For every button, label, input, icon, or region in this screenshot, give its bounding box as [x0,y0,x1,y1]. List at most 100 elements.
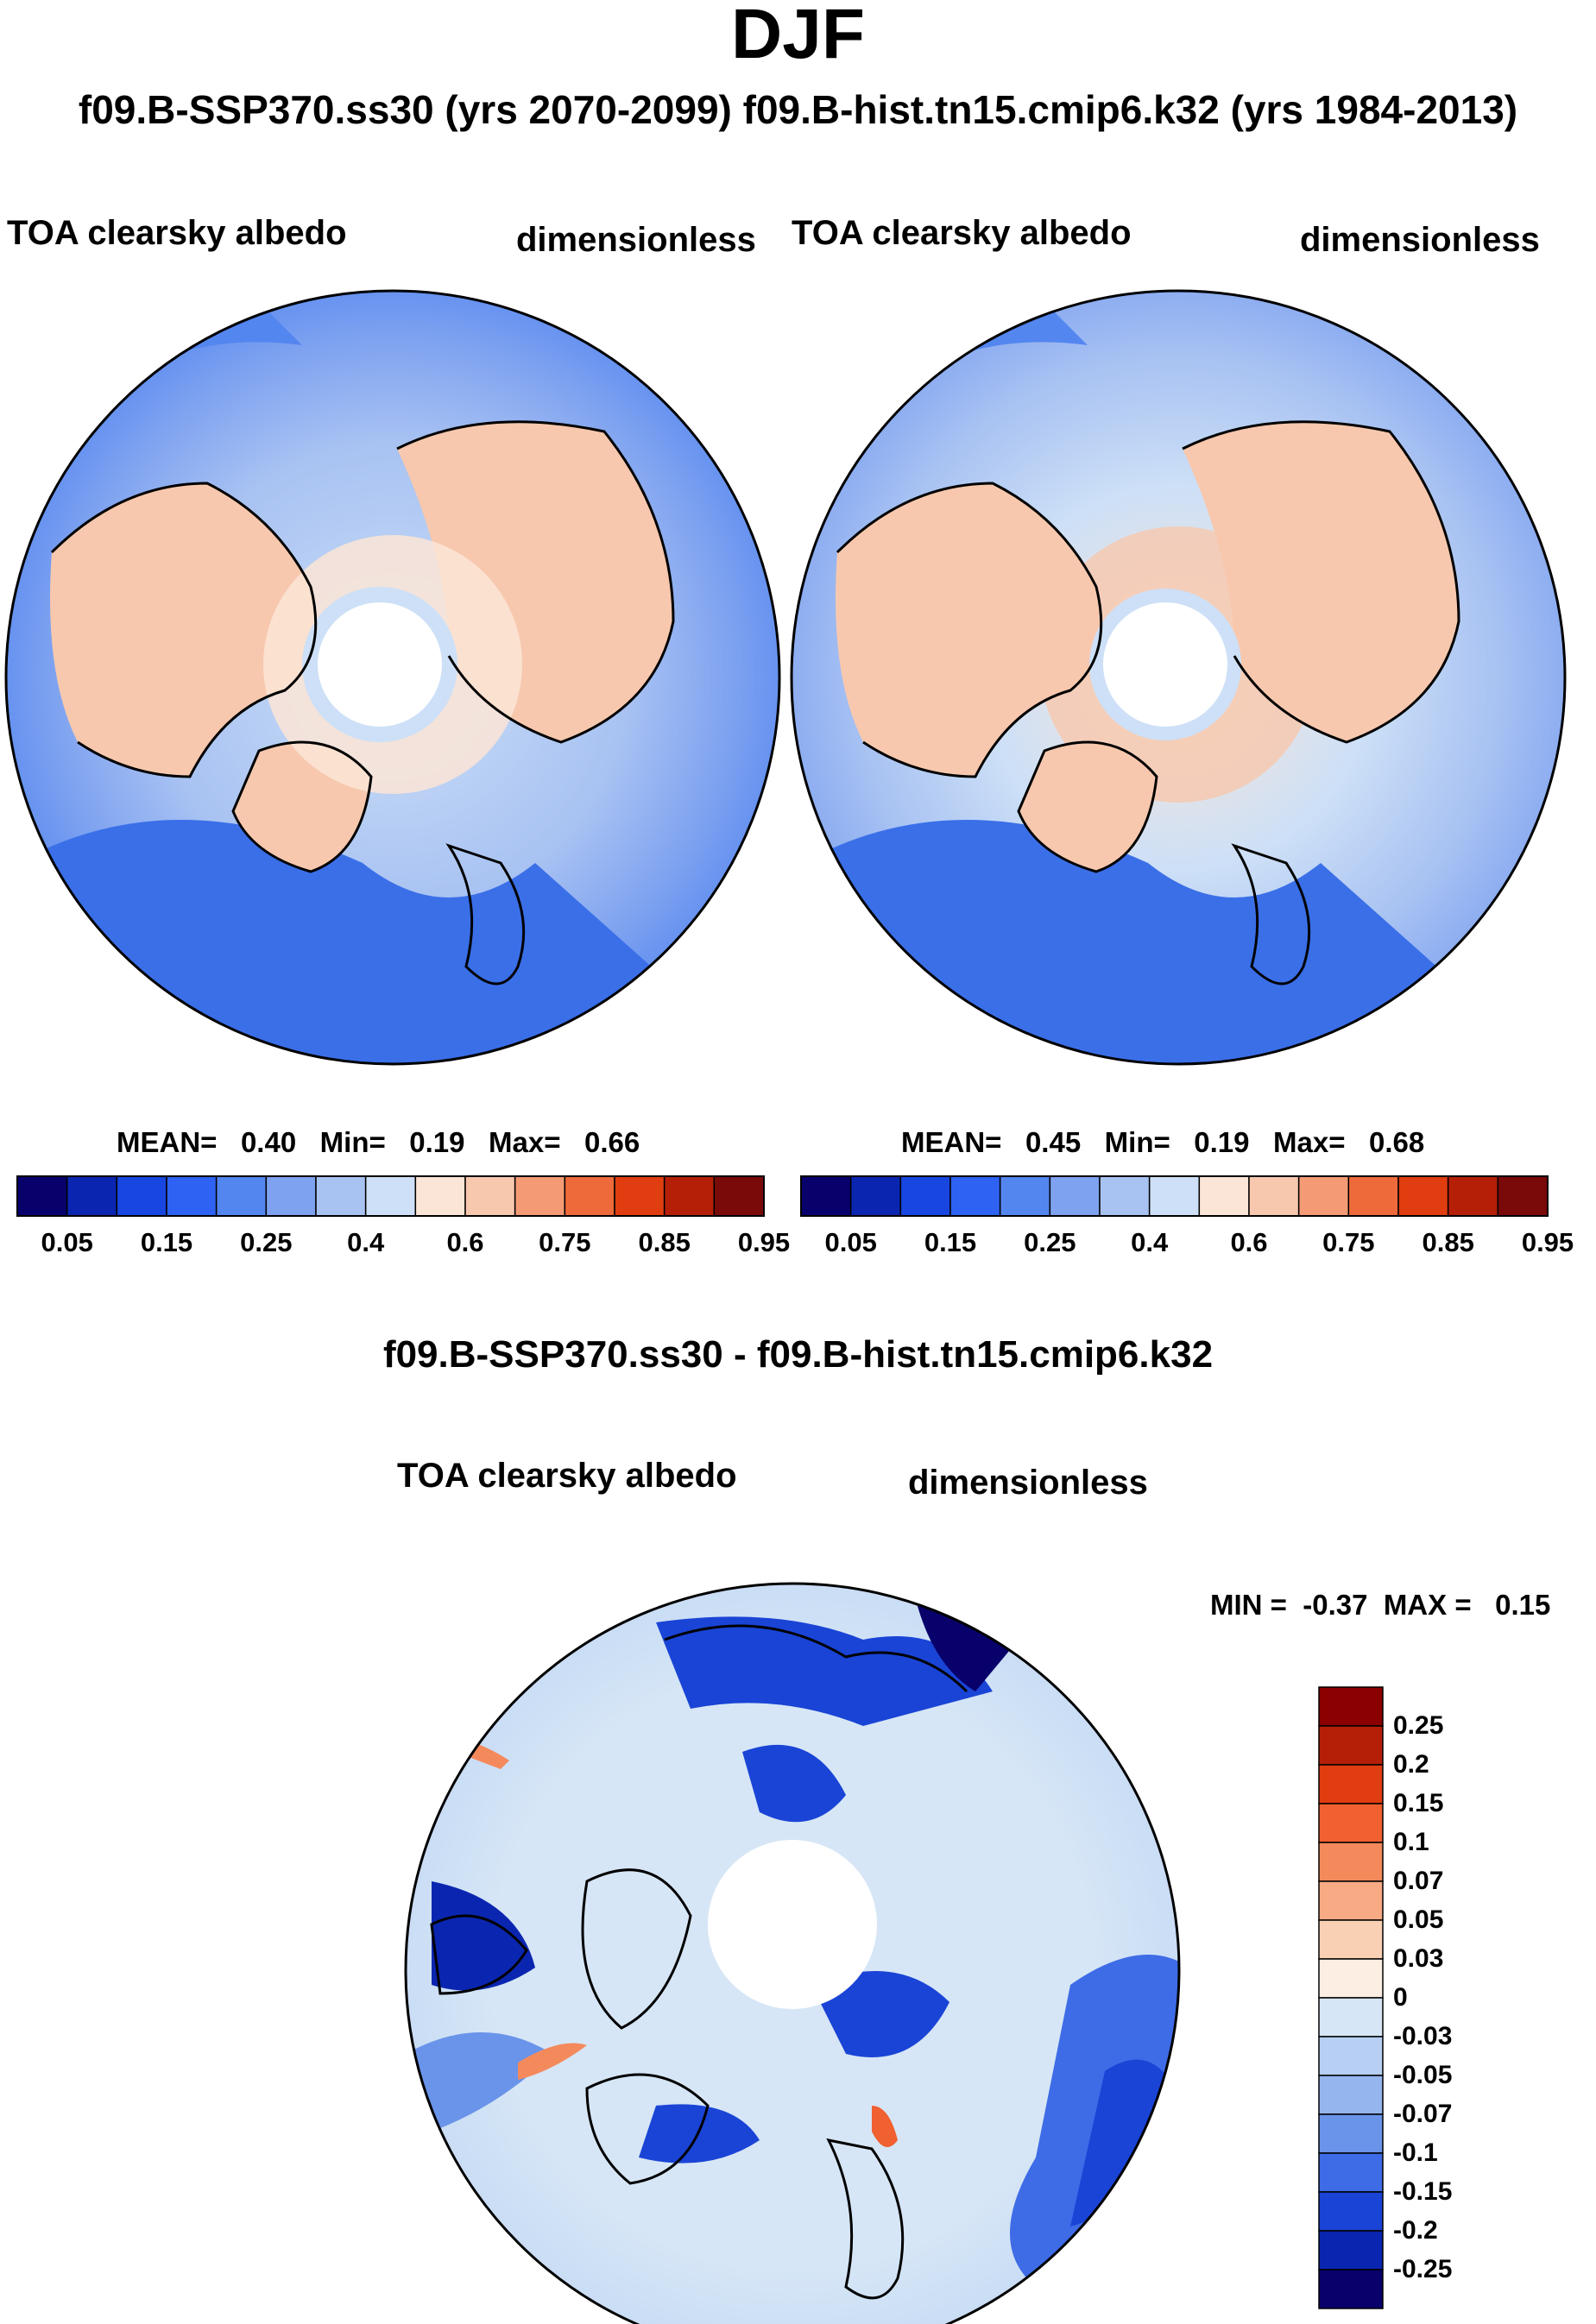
colorbar-tick-label: 0.15 [1393,1789,1444,1817]
right-panel-variable: TOA clearsky albedo [792,214,1132,252]
colorbar-tick-label: 0.1 [1393,1828,1429,1856]
colorbar-tick-label: 0.25 [240,1227,293,1257]
diff-map [406,1584,1179,2324]
diff-panel-stats: MIN = -0.37 MAX = 0.15 [1210,1589,1551,1621]
colorbar-swatch [514,1175,566,1217]
right-polar-hole [1103,602,1227,727]
colorbar-swatch [1318,2152,1384,2193]
colorbar-swatch [1318,2191,1384,2232]
colorbar-swatch [1318,1880,1384,1921]
colorbar-swatch [1148,1175,1201,1217]
colorbar-tick-label: 0.95 [737,1227,791,1257]
colorbar-swatch [999,1175,1051,1217]
colorbar-swatch [1347,1175,1399,1217]
colorbar-swatch [166,1175,218,1217]
left-panel-units: dimensionless [516,221,756,259]
colorbar-tick-label: 0.4 [1131,1227,1169,1257]
diff-map-border [404,1582,1181,2324]
left-panel-variable: TOA clearsky albedo [7,214,347,252]
colorbar-swatch [1497,1175,1549,1217]
colorbar-swatch [1318,2113,1384,2154]
colorbar-swatch [1447,1175,1499,1217]
colorbar-tick-label: 0.07 [1393,1867,1444,1895]
colorbar-tick-label: 0.95 [1521,1227,1574,1257]
left-panel-stats: MEAN= 0.40 Min= 0.19 Max= 0.66 [117,1126,640,1158]
colorbar-swatch [1318,1997,1384,2037]
left-land-north-america [50,483,316,777]
colorbar-tick-label: 0.4 [347,1227,385,1257]
colorbar-swatch [1397,1175,1449,1217]
colorbar-swatch [899,1175,951,1217]
diff-colorbar [1318,1686,1384,2309]
colorbar-tick-label: 0.25 [1393,1711,1444,1740]
colorbar-outline [800,1175,1549,1217]
colorbar-tick-label: 0.6 [1230,1227,1268,1257]
colorbar-tick-label: 0.15 [924,1227,977,1257]
colorbar-swatch [564,1175,615,1217]
colorbar-tick-label: -0.05 [1393,2061,1453,2089]
colorbar-swatch [1318,1958,1384,1999]
colorbar-swatch [414,1175,466,1217]
colorbar-swatch [1318,1764,1384,1804]
left-map [6,291,779,1064]
colorbar-swatch [1318,1919,1384,1960]
colorbar-swatch [116,1175,167,1217]
colorbar-swatch [1318,2230,1384,2270]
colorbar-swatch [800,1175,852,1217]
colorbar-tick-label: 0.2 [1393,1750,1429,1779]
left-colorbar [16,1175,765,1217]
colorbar-tick-label: -0.03 [1393,2022,1453,2050]
colorbar-tick-label: 0.05 [41,1227,93,1257]
colorbar-swatch [364,1175,417,1217]
colorbar-swatch [849,1175,902,1217]
right-panel-stats: MEAN= 0.45 Min= 0.19 Max= 0.68 [901,1126,1425,1158]
colorbar-swatch [1049,1175,1101,1217]
colorbar-tick-label: -0.2 [1393,2216,1438,2245]
colorbar-tick-label: 0.03 [1393,1944,1444,1973]
colorbar-swatch [1318,2269,1384,2309]
colorbar-swatch [16,1175,68,1217]
colorbar-swatch [265,1175,317,1217]
colorbar-tick-label: -0.15 [1393,2177,1453,2206]
colorbar-swatch [663,1175,716,1217]
colorbar-swatch [1248,1175,1300,1217]
colorbar-tick-label: 0.75 [539,1227,591,1257]
colorbar-tick-label: -0.07 [1393,2100,1453,2128]
colorbar-swatch [713,1175,765,1217]
colorbar-tick-label: 0.75 [1322,1227,1375,1257]
colorbar-tick-label: 0.25 [1024,1227,1076,1257]
colorbar-tick-label: 0.05 [1393,1905,1444,1934]
colorbar-tick-label: -0.25 [1393,2255,1453,2283]
colorbar-swatch [215,1175,268,1217]
colorbar-tick-label: -0.1 [1393,2138,1438,2167]
diff-panel-units: dimensionless [908,1464,1148,1502]
colorbar-tick-label: 0.85 [638,1227,691,1257]
colorbar-swatch [614,1175,666,1217]
colorbar-swatch [1318,1803,1384,1843]
colorbar-tick-label: 0.6 [446,1227,484,1257]
diff-panel-variable: TOA clearsky albedo [397,1457,737,1495]
colorbar-swatch [1198,1175,1250,1217]
colorbar-tick-label: 0.85 [1422,1227,1474,1257]
colorbar-swatch [1297,1175,1350,1217]
right-colorbar [800,1175,1549,1217]
right-panel-units: dimensionless [1300,221,1540,259]
colorbar-tick-label: 0.15 [140,1227,193,1257]
colorbar-swatch [1318,2075,1384,2115]
left-polar-hole [318,602,442,727]
right-land-north-america [836,483,1101,777]
colorbar-swatch [1099,1175,1151,1217]
right-map [792,291,1565,1064]
colorbar-tick-label: 0 [1393,1983,1408,2012]
colorbar-outline [16,1175,765,1217]
colorbar-tick-label: 0.05 [824,1227,877,1257]
left-map-border [4,289,781,1066]
diff-polar-hole [708,1840,877,2009]
colorbar-swatch [1318,2036,1384,2076]
colorbar-swatch [949,1175,1001,1217]
colorbar-swatch [1318,1725,1384,1766]
colorbar-swatch [66,1175,118,1217]
colorbar-swatch [1318,1686,1384,1727]
colorbar-swatch [464,1175,516,1217]
